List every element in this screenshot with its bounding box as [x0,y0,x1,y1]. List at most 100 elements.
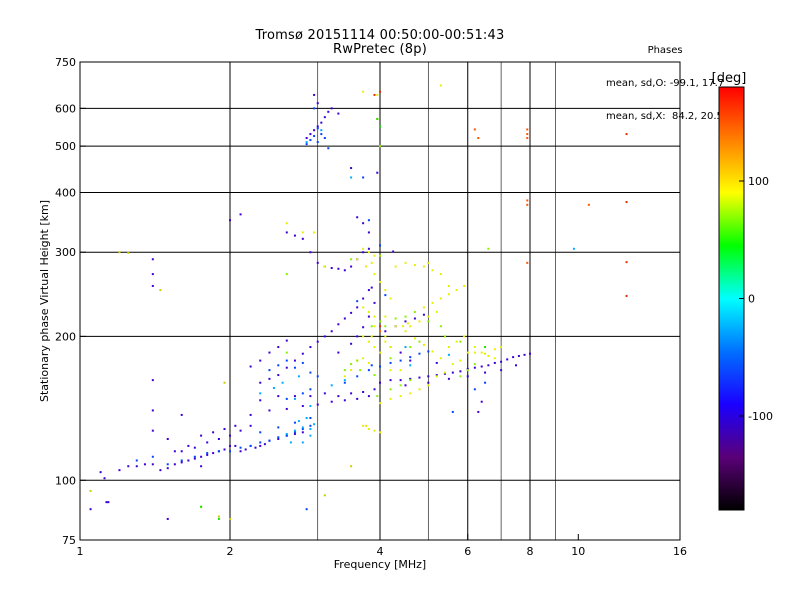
data-point [477,410,480,413]
data-point [239,450,242,453]
phase-stats: Phases mean, sd,O: -99.1, 17.7 mean, sd,… [606,23,724,133]
data-point [370,325,373,328]
data-point [413,317,416,320]
data-point [379,320,381,323]
data-point [389,369,392,372]
data-point [625,294,628,297]
data-point [367,428,370,431]
data-point [404,261,407,264]
data-point [309,251,312,254]
data-point [259,359,262,362]
data-point [223,381,226,384]
data-point [376,117,379,120]
data-point [217,437,220,440]
data-point [330,267,333,270]
y-tick-label: 75 [62,534,76,547]
data-point [356,335,359,338]
data-point [229,444,231,447]
data-point [384,325,387,328]
data-point [394,317,397,320]
data-point [409,377,412,380]
data-point [384,315,387,318]
data-point [435,375,438,378]
data-point [323,116,326,119]
data-point [370,261,373,264]
data-point [463,335,466,338]
data-point [389,361,392,364]
data-point [422,313,425,316]
data-point [526,128,529,131]
data-point [379,254,381,257]
data-point [379,244,381,247]
y-tick-label: 300 [55,246,76,259]
data-point [484,371,487,374]
data-point [337,267,340,270]
data-point [285,273,288,276]
data-point [459,340,462,343]
data-point [373,273,376,276]
data-point [409,392,412,395]
x-tick-label: 1 [77,545,84,558]
data-point [301,426,304,429]
data-point [404,315,407,318]
data-point [180,461,183,464]
data-point [249,365,252,368]
data-point [293,431,296,434]
data-point [223,428,226,431]
data-point [526,199,529,202]
data-point [373,315,376,318]
data-point [285,231,288,234]
data-point [193,457,196,460]
data-point [350,465,353,468]
data-point [313,231,316,234]
data-point [173,450,176,453]
data-point [427,381,430,384]
data-point [200,455,203,458]
data-point [327,147,330,150]
data-point [379,90,381,93]
data-point [249,444,252,447]
data-point [493,348,496,351]
data-point [404,320,407,323]
data-point [301,405,304,408]
data-point [356,216,359,219]
data-point [389,388,392,391]
data-point [350,258,353,261]
data-point [277,437,280,440]
data-point [367,361,370,364]
data-point [367,315,370,318]
data-point [180,413,183,416]
data-point [370,335,373,338]
data-point [431,350,434,353]
data-point [289,441,292,444]
data-point [487,364,490,367]
data-point [293,397,296,400]
data-point [506,358,509,361]
data-point [362,390,365,393]
data-point [293,421,296,424]
data-point [285,359,288,362]
data-point [277,426,280,429]
data-point [413,310,416,313]
data-point [399,369,402,372]
data-point [323,335,326,338]
data-point [305,143,308,146]
data-point [367,340,370,343]
data-point [379,280,381,283]
colorbar-tick-label: -100 [748,410,773,423]
data-point [343,375,346,378]
data-point [350,342,353,345]
data-point [206,452,209,455]
data-point [447,293,450,296]
data-point [305,137,308,140]
data-point [422,265,425,268]
data-point [409,356,412,359]
colorbar-tick-label: 0 [748,293,755,306]
data-point [268,351,271,354]
data-point [277,395,280,398]
phase-stats-heading: Phases [647,45,683,56]
data-point [427,315,430,318]
data-point [500,360,503,363]
data-point [362,297,365,300]
